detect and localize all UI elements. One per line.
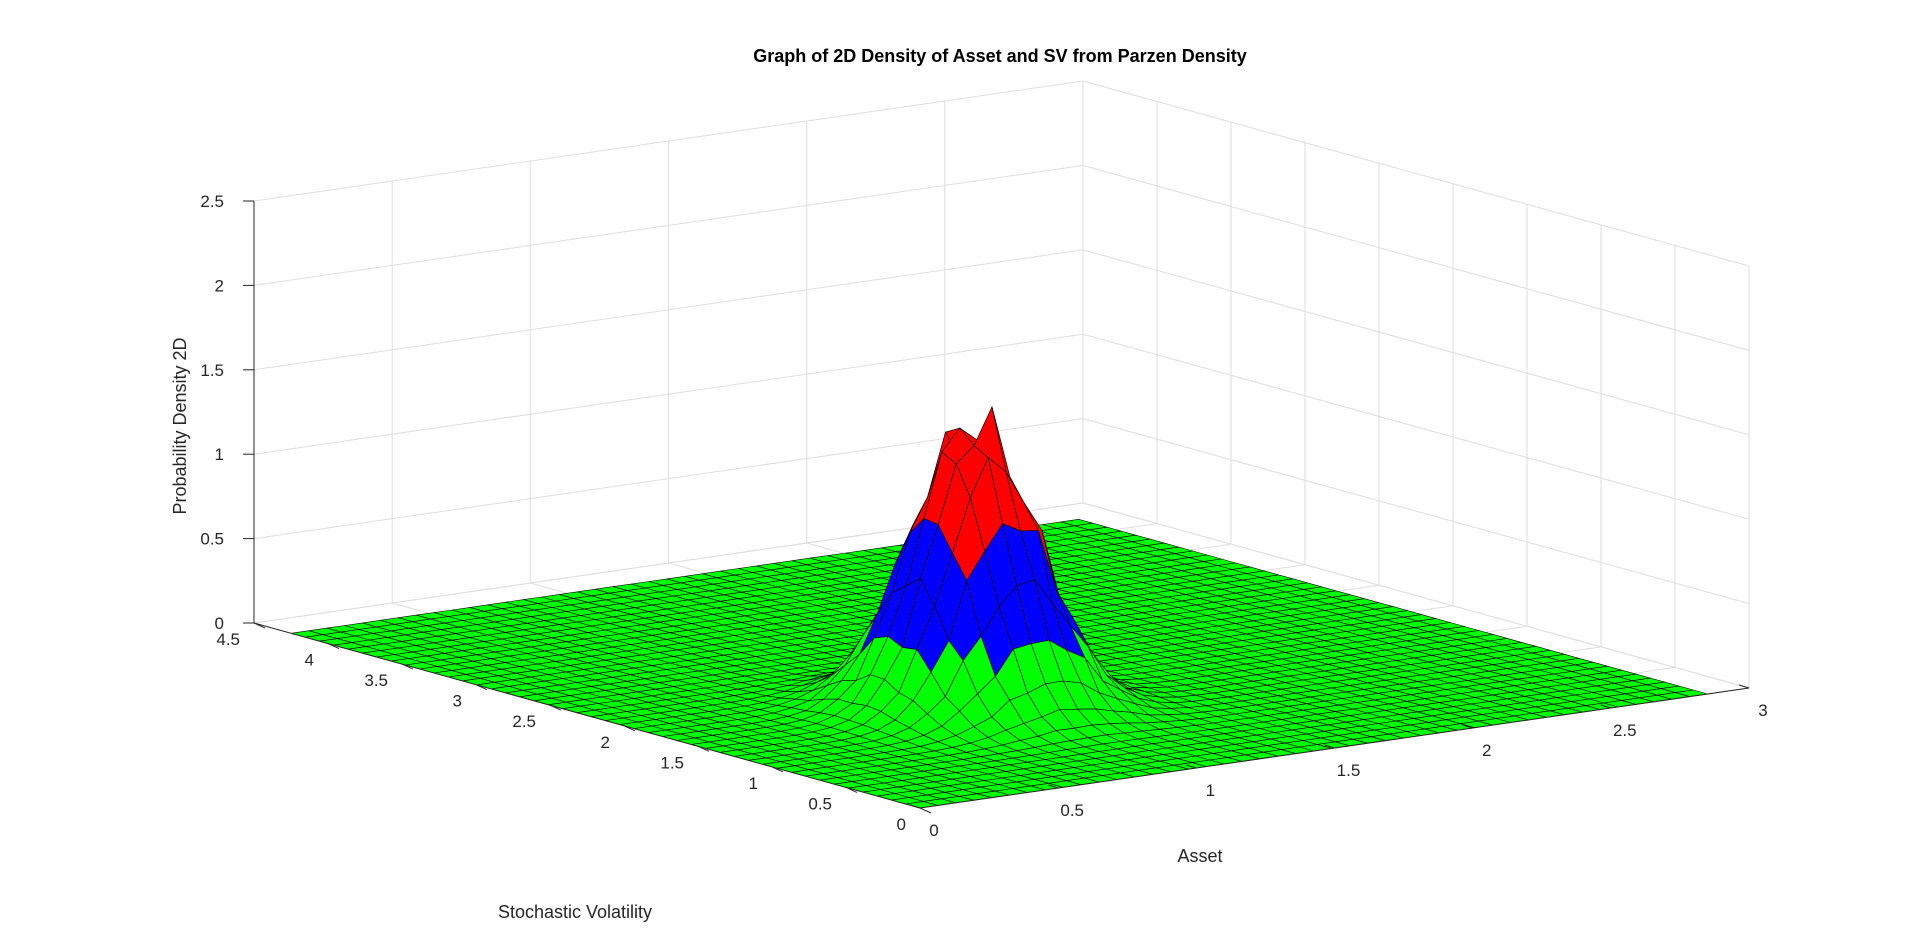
x-tick-mark: [1048, 784, 1059, 789]
y-tick-mark: [919, 807, 932, 814]
y-tick-mark: [253, 622, 266, 629]
y-tick-mark: [623, 725, 636, 732]
y-tick-mark: [845, 786, 858, 793]
x-tick-label: 2.5: [1613, 721, 1637, 740]
x-tick-label: 1: [1206, 781, 1215, 800]
z-tick-label: 0.5: [200, 530, 224, 549]
x-tick-label: 3: [1758, 701, 1767, 720]
x-tick-label: 0: [929, 821, 938, 840]
z-tick-label: 1.5: [200, 361, 224, 380]
y-tick-label: 2: [601, 733, 610, 752]
wall-grid-z: [253, 333, 1084, 455]
x-tick-mark: [909, 804, 921, 809]
z-tick-label: 2.5: [200, 192, 224, 211]
y-axis-line: [253, 622, 921, 809]
wall-grid-z: [253, 249, 1084, 371]
wall-grid-z: [253, 80, 1084, 202]
side-grid-z: [1082, 502, 1750, 689]
z-tick-label: 0: [215, 614, 224, 633]
z-tick-label: 1: [215, 445, 224, 464]
y-tick-label: 0.5: [808, 794, 832, 813]
y-tick-mark: [771, 766, 784, 773]
y-tick-label: 3: [453, 692, 462, 711]
wall-grid-z: [253, 164, 1084, 286]
side-grid-z: [1082, 80, 1750, 267]
y-axis-label: Stochastic Volatility: [498, 902, 652, 922]
side-grid-z: [1082, 249, 1750, 436]
x-tick-label: 1.5: [1337, 761, 1361, 780]
x-tick-mark: [1324, 744, 1335, 749]
side-grid-z: [1082, 333, 1750, 520]
x-tick-label: 0.5: [1060, 801, 1084, 820]
y-tick-label: 2.5: [512, 712, 536, 731]
y-tick-label: 1.5: [660, 753, 684, 772]
side-grid-z: [1082, 164, 1750, 351]
z-tick-label: 2: [215, 276, 224, 295]
axes-lines: [243, 200, 1750, 814]
y-tick-label: 4: [305, 651, 314, 670]
side-grid-z: [1082, 418, 1750, 605]
x-tick-label: 2: [1482, 741, 1491, 760]
chart-title: Graph of 2D Density of Asset and SV from…: [753, 46, 1246, 66]
x-axis-label: Asset: [1177, 846, 1222, 866]
x-tick-mark: [1738, 684, 1750, 689]
x-tick-mark: [1462, 724, 1473, 729]
z-axis-label: Probability Density 2D: [170, 337, 190, 514]
y-tick-label: 4.5: [216, 630, 240, 649]
y-tick-label: 1: [749, 774, 758, 793]
y-tick-label: 3.5: [364, 671, 388, 690]
y-tick-mark: [327, 643, 340, 650]
y-tick-mark: [697, 745, 710, 752]
x-tick-mark: [1600, 704, 1611, 709]
y-tick-mark: [475, 684, 488, 691]
y-tick-label: 0: [897, 815, 906, 834]
y-tick-mark: [401, 663, 414, 670]
y-tick-mark: [549, 704, 562, 711]
tick-labels: 00.511.522.5300.511.522.533.544.500.511.…: [200, 192, 1767, 840]
x-tick-mark: [1186, 764, 1197, 769]
